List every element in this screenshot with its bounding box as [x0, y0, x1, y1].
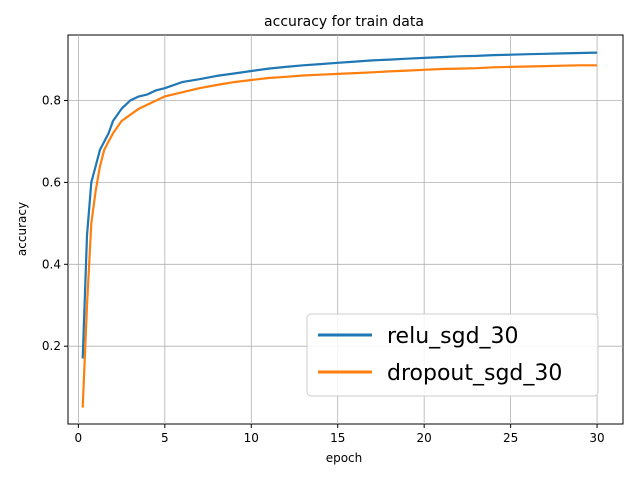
series-layer	[81, 51, 598, 408]
y-tick-label: 0.8	[42, 94, 61, 108]
legend: relu_sgd_30 dropout_sgd_30	[306, 313, 599, 397]
x-tick-label: 5	[161, 431, 169, 445]
series-line-relu_sgd_30	[81, 51, 598, 359]
x-tick-label: 25	[503, 431, 518, 445]
x-tick-label: 20	[417, 431, 432, 445]
x-tick-label: 0	[75, 431, 83, 445]
x-tick-label: 30	[589, 431, 604, 445]
series-line-dropout_sgd_30	[81, 64, 598, 408]
legend-label-dropout: dropout_sgd_30	[387, 361, 562, 386]
legend-box	[306, 313, 599, 397]
plot-area	[67, 34, 624, 425]
y-tick-label: 0.4	[42, 257, 61, 271]
x-axis-label: epoch	[326, 451, 363, 465]
y-axis-label: accuracy	[15, 202, 29, 256]
x-tick-label: 15	[330, 431, 345, 445]
y-tick-label: 0.6	[42, 175, 61, 189]
y-tick-label: 0.2	[42, 339, 61, 353]
axis-layer: 0 5 10 15 20 25 30 0.2 0.4 0.6 0.8	[42, 94, 605, 445]
x-tick-label: 10	[244, 431, 259, 445]
chart-title: accuracy for train data	[264, 14, 424, 30]
legend-label-relu: relu_sgd_30	[387, 324, 519, 349]
